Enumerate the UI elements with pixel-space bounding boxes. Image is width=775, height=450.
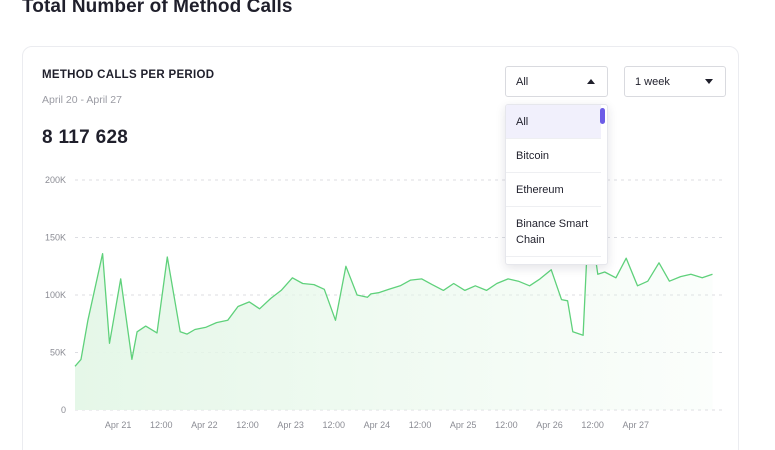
x-tick-label: 12:00 [409, 420, 432, 430]
network-select-value: All [516, 75, 529, 88]
total-calls-value: 8 117 628 [42, 127, 129, 148]
y-tick-label: 0 [61, 405, 66, 415]
chevron-down-icon [705, 79, 713, 84]
x-tick-label: 12:00 [581, 420, 604, 430]
dropdown-option-ethereum[interactable]: Ethereum [506, 173, 601, 207]
x-tick-label: 12:00 [495, 420, 518, 430]
x-tick-label: 12:00 [323, 420, 346, 430]
x-tick-label: Apr 22 [191, 420, 218, 430]
dropdown-option-binance-smart-chain[interactable]: Binance Smart Chain [506, 207, 601, 257]
series-line [74, 225, 713, 367]
period-select-value: 1 week [635, 75, 670, 88]
network-dropdown-menu: All Bitcoin Ethereum Binance Smart Chain [505, 104, 608, 265]
y-tick-label: 50K [50, 348, 66, 358]
dropdown-option-all[interactable]: All [506, 105, 601, 139]
x-tick-label: Apr 23 [277, 420, 304, 430]
series-area [75, 226, 713, 410]
x-tick-label: Apr 25 [450, 420, 477, 430]
y-tick-label: 200K [45, 175, 66, 185]
dropdown-scrollbar[interactable] [600, 108, 605, 124]
y-tick-label: 100K [45, 290, 66, 300]
dropdown-option-bitcoin[interactable]: Bitcoin [506, 139, 601, 173]
x-tick-label: 12:00 [236, 420, 259, 430]
chevron-up-icon [587, 79, 595, 84]
x-tick-label: Apr 26 [536, 420, 563, 430]
x-tick-label: Apr 21 [105, 420, 132, 430]
card-title: METHOD CALLS PER PERIOD [42, 69, 215, 81]
y-tick-label: 150K [45, 233, 66, 243]
date-range-label: April 20 - April 27 [42, 94, 122, 106]
page-title: Total Number of Method Calls [22, 0, 293, 17]
x-tick-label: Apr 24 [364, 420, 391, 430]
x-tick-label: 12:00 [150, 420, 173, 430]
network-select[interactable]: All [505, 66, 608, 97]
x-tick-label: Apr 27 [622, 420, 649, 430]
period-select[interactable]: 1 week [624, 66, 726, 97]
